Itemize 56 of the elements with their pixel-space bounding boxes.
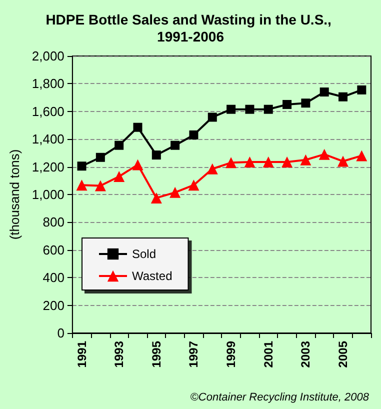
point: [226, 104, 236, 114]
point: [320, 88, 329, 97]
point: [132, 159, 144, 170]
point: [133, 122, 142, 132]
x-tick-label: 2003: [298, 340, 313, 368]
point: [114, 170, 125, 182]
point: [262, 156, 274, 168]
y-tick-label: 1,400: [32, 132, 64, 147]
point: [152, 150, 161, 160]
point: [206, 163, 218, 174]
point: [357, 85, 366, 94]
y-axis-title: (thousand tons): [7, 149, 22, 240]
y-tick-label: 0: [57, 326, 64, 340]
point: [245, 104, 254, 114]
y-tick-label: 1,600: [32, 104, 64, 119]
text: ©Container Recycling Institute, 2008: [190, 392, 370, 404]
y-tick-label: 600: [42, 242, 64, 258]
point: [318, 148, 330, 160]
point: [96, 152, 105, 162]
x-tick-label: 2001: [261, 340, 276, 368]
y-tick-label: 2,000: [32, 48, 64, 64]
y-tick-label: 200: [42, 298, 64, 313]
x-tick-label: 1995: [149, 340, 164, 368]
point: [356, 150, 368, 162]
x-tick-label: 1991: [74, 340, 89, 368]
point: [208, 112, 217, 122]
point: [189, 130, 198, 140]
point: [282, 156, 293, 168]
x-tick-label: 1993: [112, 340, 126, 368]
point: [76, 180, 88, 191]
point: [226, 157, 237, 168]
chart-title: HDPE Bottle Sales and Wasting in the U.S., 1991-2006: [46, 12, 336, 44]
point: [77, 162, 86, 171]
y-tick-label: 1,000: [32, 187, 64, 202]
point: [188, 180, 200, 191]
x-tick-label: 1997: [186, 340, 201, 368]
point: [282, 100, 292, 109]
y-tick-label: 1,800: [32, 76, 64, 92]
point: [338, 156, 349, 167]
legend-label: Sold: [132, 247, 156, 261]
point: [114, 140, 124, 150]
point: [338, 92, 348, 102]
y-tick-label: 400: [42, 270, 64, 286]
point: [300, 154, 312, 166]
y-tick-label: 800: [42, 214, 64, 230]
point: [244, 156, 256, 168]
point: [301, 98, 310, 108]
legend-label: Wasted: [132, 269, 172, 283]
point: [150, 192, 162, 204]
point: [264, 104, 273, 114]
point: [170, 140, 180, 150]
point: [170, 186, 181, 198]
x-tick-label: 1999: [224, 340, 238, 368]
point: [94, 180, 106, 192]
x-tick-label: 2005: [336, 340, 350, 368]
y-tick-label: 1,200: [32, 159, 64, 174]
